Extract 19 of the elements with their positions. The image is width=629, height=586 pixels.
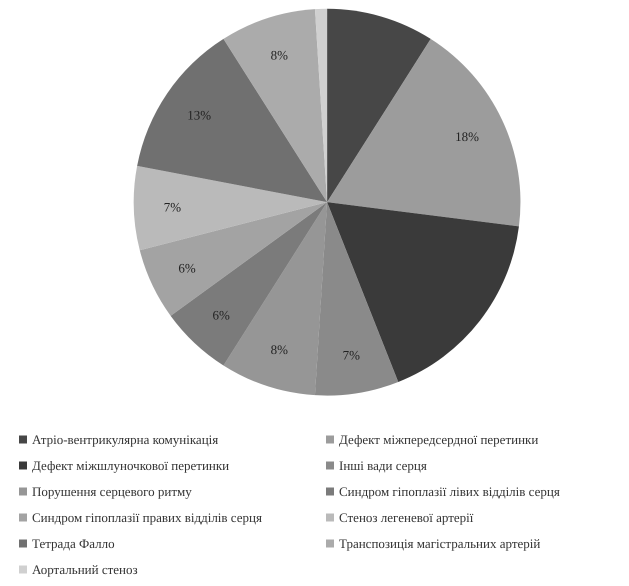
data-label: 6% (212, 307, 230, 322)
legend-label: Атріо-вентрикулярна комунікація (32, 432, 218, 447)
legend-label: Дефект міжпередсердної перетинки (339, 432, 538, 447)
legend-label: Інші вади серця (339, 458, 427, 473)
data-label: 6% (178, 260, 196, 276)
legend-label: Аортальний стеноз (32, 562, 138, 577)
legend-label: Синдром гіпоплазії правих відділів серця (32, 510, 262, 525)
legend-label: Синдром гіпоплазії лівих відділів серця (339, 484, 560, 499)
data-label: 18% (455, 128, 480, 144)
data-label: 8% (270, 48, 288, 63)
legend-label: Транспозиція магістральних артерій (339, 536, 540, 551)
data-label: 13% (187, 108, 212, 123)
data-label: 7% (164, 200, 182, 215)
legend-label: Дефект міжшлуночкової перетинки (32, 458, 230, 473)
data-label: 7% (342, 347, 360, 362)
legend-label: Тетрада Фалло (32, 536, 115, 551)
legend-label: Порушення серцевого ритму (32, 484, 192, 499)
data-label: 8% (270, 342, 288, 357)
legend-label: Стеноз легеневої артерії (339, 510, 474, 525)
